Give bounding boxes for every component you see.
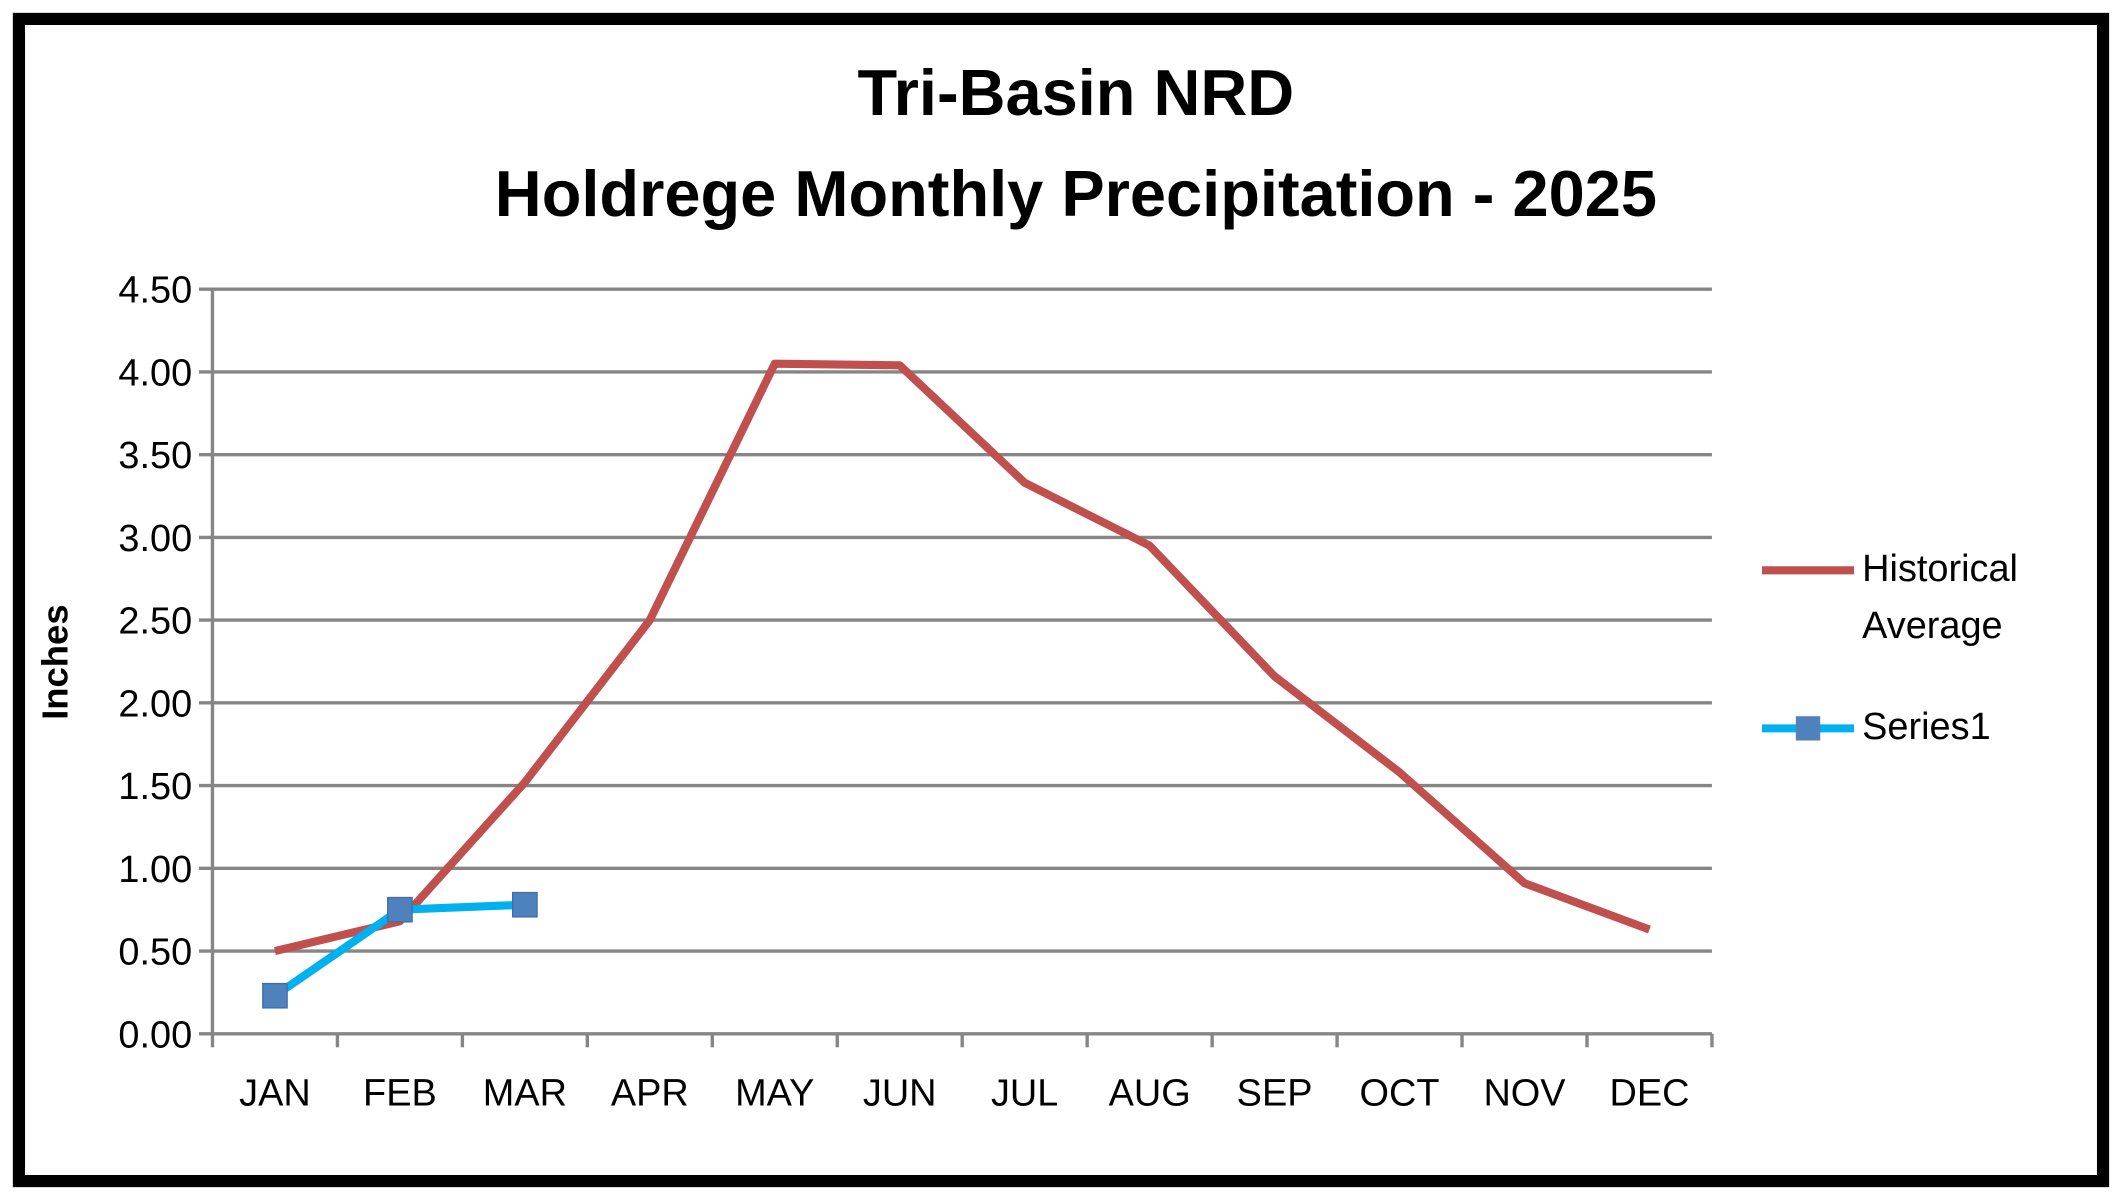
- x-tick-label: SEP: [1237, 1072, 1313, 1114]
- x-tick-label: JAN: [239, 1072, 311, 1114]
- x-tick-label: OCT: [1360, 1072, 1440, 1114]
- series-marker: [262, 982, 288, 1009]
- series-marker: [512, 891, 538, 918]
- x-tick-label: MAR: [483, 1072, 567, 1114]
- series-marker: [387, 896, 413, 923]
- legend-label-box: Series1: [1862, 705, 1991, 748]
- y-tick-label: 2.50: [118, 601, 192, 643]
- y-tick-label: 3.50: [118, 435, 192, 477]
- chart-title: Tri-Basin NRD: [858, 56, 1295, 129]
- y-tick-label: 3.00: [118, 518, 192, 560]
- y-tick-label: 1.50: [118, 766, 192, 808]
- chart-title: Holdrege Monthly Precipitation - 2025: [495, 157, 1657, 230]
- y-tick-label: 4.00: [118, 352, 192, 394]
- legend-label-box: Historical Average: [1862, 547, 2018, 646]
- x-tick-label: NOV: [1483, 1072, 1566, 1114]
- x-tick-label: FEB: [363, 1072, 437, 1114]
- y-tick-label: 2.00: [118, 683, 192, 725]
- series-line: [274, 359, 1651, 955]
- x-tick-label: APR: [611, 1072, 689, 1114]
- y-axis-title: Inches: [35, 604, 76, 720]
- y-tick-label: 1.00: [118, 849, 192, 891]
- x-tick-label: DEC: [1609, 1072, 1689, 1114]
- legend-label: Series1: [1862, 705, 1991, 748]
- x-tick-label: JUL: [991, 1072, 1058, 1114]
- y-tick-label: 0.50: [118, 932, 192, 974]
- x-tick-label: AUG: [1109, 1072, 1191, 1114]
- legend-marker: [1795, 716, 1821, 741]
- x-tick-label: MAY: [735, 1072, 814, 1114]
- legend-label: Historical Average: [1862, 547, 2018, 646]
- y-tick-label: 4.50: [118, 270, 192, 312]
- y-tick-label: 0.00: [118, 1014, 192, 1056]
- chart-frame: [12, 12, 2110, 1188]
- x-tick-label: JUN: [863, 1072, 937, 1114]
